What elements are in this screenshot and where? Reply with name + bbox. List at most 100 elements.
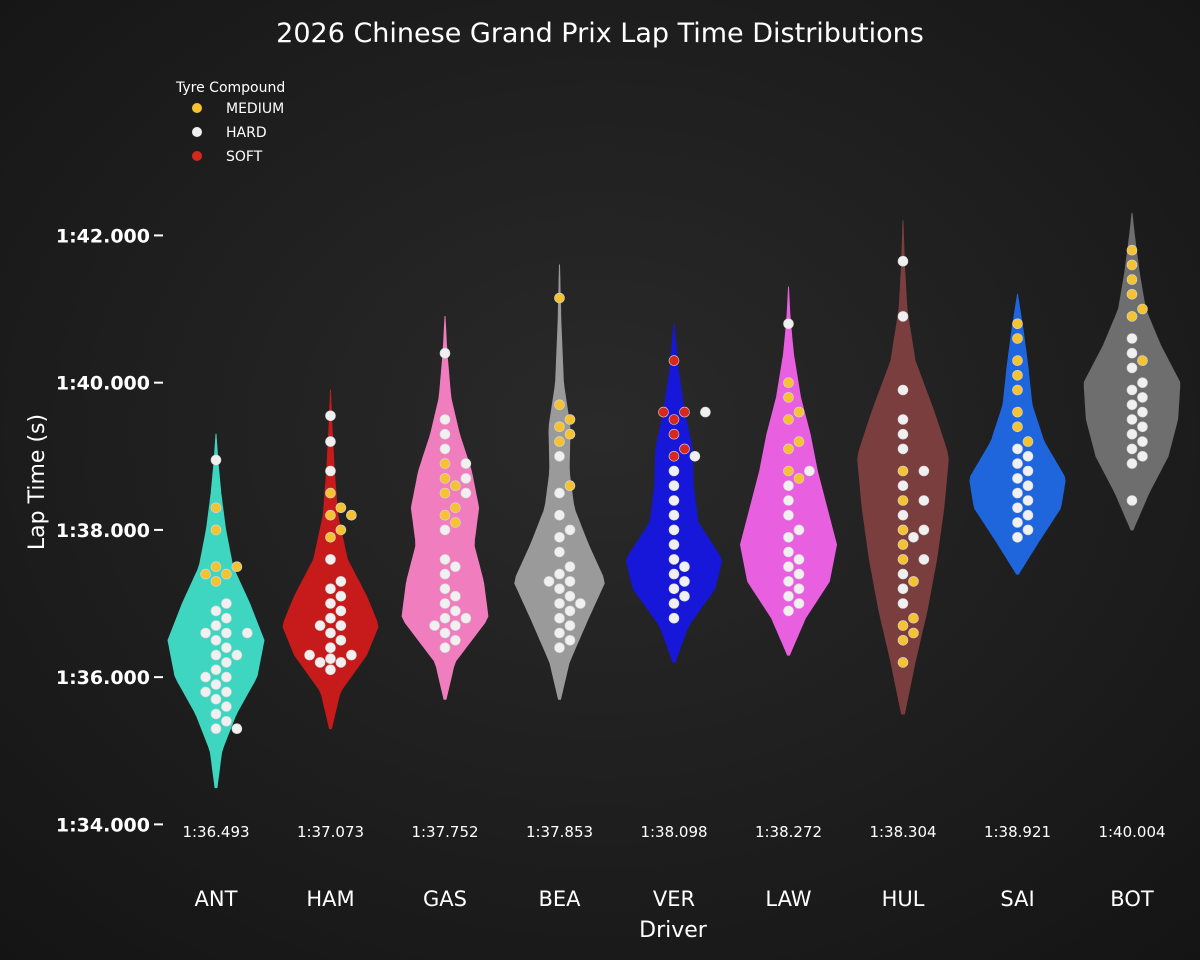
lap-point-ham-medium — [325, 531, 336, 543]
lap-point-bot-medium — [1126, 311, 1138, 322]
lap-point-bea-hard — [554, 568, 565, 580]
violin-ver — [625, 323, 723, 663]
lap-point-law-hard — [783, 495, 794, 506]
lap-point-gas-hard — [450, 620, 461, 631]
lap-point-hul-hard — [897, 583, 909, 595]
lap-point-bot-hard — [1137, 377, 1148, 389]
lap-point-ham-hard — [325, 410, 336, 422]
lap-point-ham-hard — [335, 590, 347, 602]
lap-point-ver-hard — [668, 495, 680, 506]
lap-point-ant-hard — [210, 723, 222, 735]
lap-point-ver-soft — [679, 443, 690, 455]
lap-point-gas-hard — [439, 347, 451, 359]
lap-point-bea-hard — [554, 583, 565, 595]
lap-point-bea-medium — [564, 480, 576, 492]
lap-point-ant-hard — [221, 715, 232, 727]
violin-sai — [969, 293, 1066, 575]
lap-point-ant-hard — [210, 605, 222, 617]
lap-point-ham-hard — [325, 642, 336, 654]
lap-point-bot-hard — [1126, 443, 1138, 455]
lap-point-bot-hard — [1126, 362, 1138, 374]
lap-point-law-medium — [783, 392, 794, 403]
lap-point-bot-hard — [1126, 347, 1138, 359]
lap-point-sai-medium — [1012, 406, 1023, 418]
lap-point-ver-hard — [700, 406, 711, 418]
lap-point-ver-hard — [668, 554, 680, 565]
x-axis-label: Driver — [639, 918, 708, 943]
lap-point-bot-hard — [1137, 436, 1148, 447]
lap-point-sai-medium — [1012, 318, 1023, 330]
lap-point-ant-hard — [221, 598, 232, 609]
lap-point-bea-medium — [554, 421, 565, 433]
median-label-bot: 1:40.004 — [1098, 823, 1165, 841]
x-tick-label-sai: SAI — [1000, 887, 1034, 911]
lap-point-bot-hard — [1126, 495, 1138, 506]
y-axis-label: Lap Time (s) — [25, 414, 50, 550]
y-tick-label: 1:40.000 — [56, 373, 150, 395]
lap-point-bea-hard — [564, 620, 576, 631]
lap-point-bot-hard — [1126, 333, 1138, 344]
lap-point-bea-hard — [554, 450, 565, 462]
lap-point-gas-hard — [439, 428, 451, 440]
lap-point-gas-hard — [439, 642, 451, 654]
lap-point-ham-medium — [325, 487, 336, 499]
lap-point-law-hard — [783, 605, 794, 617]
lap-point-sai-hard — [1012, 517, 1023, 528]
lap-point-ant-hard — [200, 627, 211, 639]
lap-point-ant-hard — [242, 627, 253, 639]
lap-point-gas-hard — [439, 524, 451, 536]
lap-point-gas-medium — [439, 487, 451, 499]
lap-point-bea-medium — [554, 292, 565, 304]
lap-point-bea-hard — [554, 627, 565, 639]
lap-point-ham-hard — [325, 436, 336, 447]
legend-label-hard: HARD — [226, 125, 267, 141]
lap-point-law-hard — [783, 561, 794, 573]
lap-point-ant-hard — [221, 671, 232, 683]
lap-point-ant-hard — [221, 657, 232, 668]
lap-point-ant-hard — [231, 723, 243, 735]
lap-point-ver-soft — [668, 428, 680, 440]
lap-point-ant-medium — [200, 568, 211, 580]
lap-point-sai-hard — [1022, 524, 1034, 536]
lap-point-ant-hard — [210, 679, 222, 690]
lap-point-hul-hard — [918, 465, 930, 477]
lap-point-bea-hard — [564, 561, 576, 573]
lap-point-law-hard — [783, 576, 794, 587]
lap-point-ham-hard — [335, 657, 347, 668]
lap-point-hul-hard — [897, 384, 909, 396]
lap-point-bea-hard — [575, 598, 586, 609]
lap-point-bot-hard — [1137, 406, 1148, 418]
lap-point-ham-hard — [335, 576, 347, 587]
lap-point-sai-hard — [1022, 509, 1034, 521]
lap-point-hul-medium — [897, 524, 909, 536]
lap-point-law-medium — [783, 414, 794, 425]
lap-point-law-hard — [793, 598, 805, 609]
chart-title: 2026 Chinese Grand Prix Lap Time Distrib… — [276, 18, 924, 49]
lap-point-hul-hard — [908, 531, 919, 543]
lap-point-bea-hard — [564, 634, 576, 646]
lap-point-hul-medium — [908, 576, 919, 587]
lap-point-gas-hard — [439, 568, 451, 580]
lap-point-ham-medium — [325, 509, 336, 521]
lap-point-law-hard — [793, 583, 805, 595]
lap-point-bea-hard — [564, 576, 576, 587]
lap-point-bea-hard — [554, 546, 565, 558]
lap-point-hul-medium — [897, 620, 909, 631]
lap-point-bot-medium — [1126, 288, 1138, 300]
lap-point-ham-medium — [335, 524, 347, 536]
lap-point-ant-medium — [210, 524, 222, 536]
lap-point-ant-hard — [210, 634, 222, 646]
lap-point-ant-medium — [210, 502, 222, 514]
lap-point-ant-medium — [221, 568, 232, 580]
x-tick-label-gas: GAS — [423, 887, 467, 911]
y-tick-label: 1:42.000 — [56, 225, 150, 247]
lap-point-ver-hard — [668, 568, 680, 580]
lap-point-ant-hard — [231, 649, 243, 661]
lap-point-bea-hard — [554, 642, 565, 654]
lap-point-sai-hard — [1012, 458, 1023, 469]
lap-point-sai-medium — [1012, 384, 1023, 396]
lap-point-ant-hard — [221, 612, 232, 624]
lap-point-sai-medium — [1012, 421, 1023, 433]
lap-point-bot-medium — [1126, 274, 1138, 285]
